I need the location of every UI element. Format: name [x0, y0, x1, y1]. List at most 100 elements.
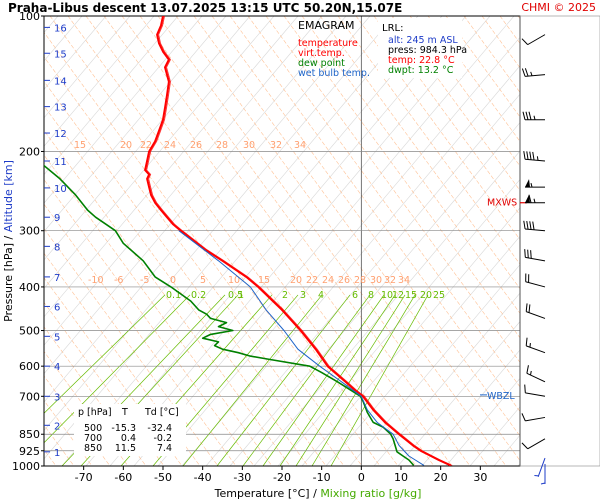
- temperature-tick-label: 10: [394, 471, 408, 484]
- pressure-tick-label: 925: [19, 445, 40, 458]
- altitude-tick-label: 13: [54, 103, 67, 114]
- wind-barb: [526, 338, 545, 353]
- diagonal-line: [230, 16, 600, 466]
- adiabat-label: 20: [120, 140, 132, 151]
- wind-barb-staff: [526, 282, 545, 287]
- wind-barb-flag: [530, 152, 531, 160]
- dry-adiabat-line: [302, 16, 600, 466]
- wind-barb-staff: [528, 439, 545, 449]
- dry-adiabat-line: [590, 16, 600, 466]
- dry-adiabat-line: [248, 16, 578, 466]
- legend-wet-bulb: wet bulb temp.: [298, 68, 370, 79]
- altitude-tick-label: 7: [54, 273, 60, 284]
- table-header-p: p [hPa]: [78, 407, 112, 418]
- wind-barb-flag: [533, 222, 534, 230]
- series-wet-bulb-temp: [179, 231, 424, 466]
- diagonal-line: [590, 16, 600, 466]
- pressure-tick-label: 500: [19, 325, 40, 338]
- altitude-tick-label: 16: [54, 23, 67, 34]
- wind-barb-half-flag: [531, 72, 532, 76]
- diagonal-line: [134, 16, 514, 466]
- wind-barb-flag: [531, 250, 532, 258]
- dry-adiabat-line: [0, 16, 272, 466]
- altitude-tick-label: 3: [54, 392, 60, 403]
- wind-barb-flag: [524, 151, 525, 159]
- mixing-ratio-label: 12: [392, 290, 404, 301]
- adiabat-label: 26: [338, 275, 350, 286]
- wind-barb-half-flag: [530, 371, 531, 375]
- dry-adiabat-line: [554, 16, 600, 466]
- wind-barbs: [522, 35, 545, 484]
- wind-barb-flag: [525, 68, 528, 76]
- pressure-tick-label: 400: [19, 281, 40, 294]
- wind-barb-flag: [523, 112, 525, 120]
- temperature-tick-label: 30: [473, 471, 487, 484]
- temperature-tick-label: 20: [434, 471, 448, 484]
- altitude-tick-label: 6: [54, 302, 60, 313]
- temperature-tick-label: -50: [154, 471, 172, 484]
- wind-barb-half-flag: [534, 116, 535, 120]
- wind-barb-half-flag: [531, 183, 532, 187]
- dry-adiabat-line: [356, 16, 600, 466]
- wind-barb-staff: [525, 393, 545, 396]
- wind-barb-flag: [522, 69, 525, 77]
- wind-barb: [526, 274, 545, 287]
- mixing-ratio-line: [312, 295, 415, 466]
- wind-barb-staff: [525, 417, 545, 420]
- x-axis-title-temperature: Temperature [°C]: [214, 487, 310, 500]
- adiabat-label: -10: [88, 275, 104, 286]
- wind-barb-flag: [527, 221, 528, 229]
- adiabat-label: -6: [114, 275, 123, 286]
- diagonal-line: [446, 16, 600, 466]
- pressure-tick-label: 100: [19, 10, 40, 23]
- adiabat-label: 22: [306, 275, 318, 286]
- wind-barb: [525, 179, 545, 187]
- mixing-ratio-label: 0.2: [191, 290, 206, 301]
- mxws-label: MXWS: [487, 198, 517, 209]
- wind-barb: [525, 249, 545, 261]
- altitude-tick-label: 11: [54, 157, 67, 168]
- adiabat-label: 26: [190, 140, 202, 151]
- dry-adiabat-line: [32, 16, 362, 466]
- wind-barb: [525, 385, 545, 397]
- pressure-tick-label: 700: [19, 390, 40, 403]
- diagonal-line: [0, 16, 346, 466]
- mixing-ratio-label: 15: [405, 290, 417, 301]
- wind-barb-staff: [528, 35, 545, 45]
- wind-barb: [526, 303, 545, 318]
- wind-barb-flag: [527, 151, 528, 159]
- wind-barb: [522, 35, 545, 45]
- dry-adiabat-line: [176, 16, 506, 466]
- wind-barb: [525, 195, 545, 203]
- wind-barb-staff: [526, 346, 545, 353]
- mixing-ratio-label: 1: [238, 290, 244, 301]
- altitude-tick-label: 9: [54, 213, 60, 224]
- altitude-tick-label: 10: [54, 184, 67, 195]
- wind-barb-flag: [522, 443, 528, 449]
- temperature-tick-label: -20: [273, 471, 291, 484]
- diagonal-line: [350, 16, 600, 466]
- wind-barb-flag: [529, 112, 531, 120]
- wind-column-frame: [520, 16, 600, 466]
- mixing-ratio-label: 3: [300, 290, 306, 301]
- adiabat-label: 24: [322, 275, 334, 286]
- temperature-tick-label: -30: [233, 471, 251, 484]
- adiabat-label: 20: [290, 275, 302, 286]
- diagonal-line: [62, 16, 442, 466]
- adiabat-label: 34: [398, 275, 410, 286]
- plot-frame: [44, 16, 520, 466]
- wind-barb-flag: [522, 39, 528, 45]
- wind-barb: [524, 151, 545, 161]
- legend: EMAGRAM temperature virt.temp. dew point…: [298, 19, 370, 79]
- wind-barb: [527, 365, 545, 382]
- dry-adiabat-line: [68, 16, 398, 466]
- wind-barb: [524, 221, 545, 231]
- diagonal-line: [518, 16, 600, 466]
- altitude-tick-label: 1: [54, 448, 60, 459]
- temperature-tick-label: 0: [358, 471, 365, 484]
- x-axis-title: Temperature [°C] / Mixing ratio [g/kg]: [214, 487, 422, 500]
- wind-barb: [523, 112, 545, 120]
- y-axis-title-pressure: Pressure [hPa]: [2, 243, 15, 322]
